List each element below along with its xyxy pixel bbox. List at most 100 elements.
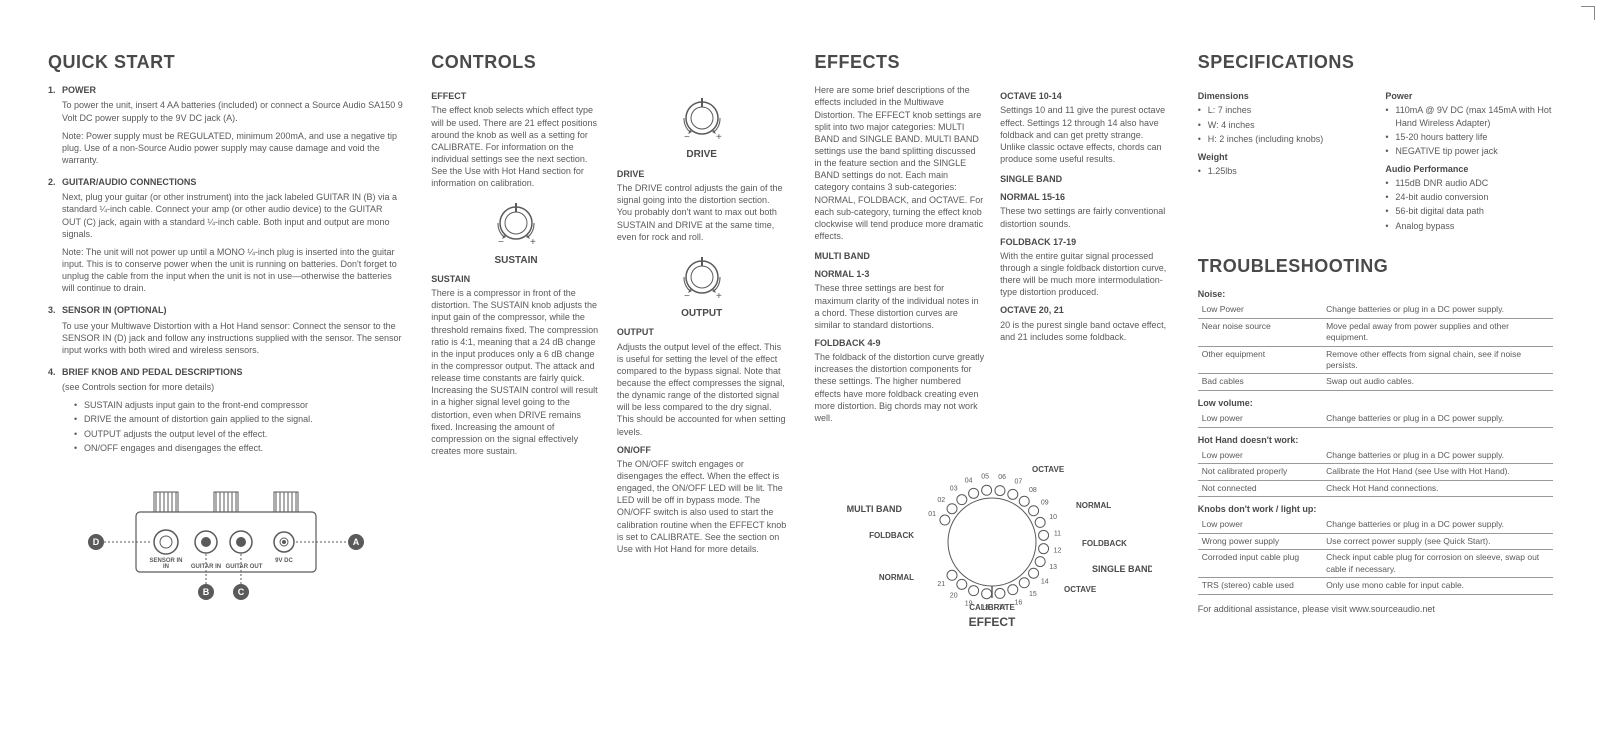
svg-text:FOLDBACK: FOLDBACK xyxy=(1082,539,1127,548)
svg-text:21: 21 xyxy=(937,581,945,588)
qs-bullet: DRIVE the amount of distortion gain appl… xyxy=(74,413,403,425)
device-diagram: SENSOR IN IN GUITAR IN GUITAR OUT 9V DC … xyxy=(48,472,403,605)
spec-item: 1.25lbs xyxy=(1198,165,1366,177)
audio-h: Audio Performance xyxy=(1385,163,1553,175)
svg-text:03: 03 xyxy=(950,485,958,492)
svg-text:−: − xyxy=(498,237,504,248)
svg-text:09: 09 xyxy=(1041,499,1049,506)
svg-text:12: 12 xyxy=(1054,547,1062,554)
sb-s2-b: 20 is the purest single band octave effe… xyxy=(1000,319,1170,343)
svg-text:07: 07 xyxy=(1015,478,1023,485)
svg-text:04: 04 xyxy=(965,477,973,484)
qs-sensor-body: To use your Multiwave Distortion with a … xyxy=(62,320,403,356)
svg-text:MULTI BAND: MULTI BAND xyxy=(847,504,903,514)
spec-item: 15-20 hours battery life xyxy=(1385,131,1553,143)
sb-s1-b: With the entire guitar signal processed … xyxy=(1000,250,1170,299)
knobs-h: Knobs don't work / light up: xyxy=(1198,503,1553,515)
svg-text:01: 01 xyxy=(928,511,936,518)
svg-text:NORMAL: NORMAL xyxy=(879,573,914,582)
svg-text:9V DC: 9V DC xyxy=(275,558,293,564)
drive-body: The DRIVE control adjusts the gain of th… xyxy=(617,182,787,243)
svg-text:08: 08 xyxy=(1029,487,1037,494)
trouble-footer: For additional assistance, please visit … xyxy=(1198,603,1553,615)
qs-power-note: Note: Power supply must be REGULATED, mi… xyxy=(62,130,403,166)
spec-item: 110mA @ 9V DC (max 145mA with Hot Hand W… xyxy=(1385,104,1553,128)
effects-title: EFFECTS xyxy=(815,50,1170,74)
weight-h: Weight xyxy=(1198,151,1366,163)
mb-h: MULTI BAND xyxy=(815,250,985,262)
svg-text:B: B xyxy=(202,587,209,597)
quickstart-list: POWER To power the unit, insert 4 AA bat… xyxy=(48,84,403,454)
svg-text:+: + xyxy=(716,291,722,302)
spec-item: 24-bit audio conversion xyxy=(1385,191,1553,203)
sustain-h: SUSTAIN xyxy=(431,273,601,285)
quickstart-title: QUICK START xyxy=(48,50,403,74)
effects-intro: Here are some brief descriptions of the … xyxy=(815,84,985,242)
svg-text:06: 06 xyxy=(998,474,1006,481)
svg-text:13: 13 xyxy=(1049,564,1057,571)
qs-bullet: SUSTAIN adjusts input gain to the front-… xyxy=(74,399,403,411)
mb-s1-b: The foldback of the distortion curve gre… xyxy=(815,351,985,424)
spec-item: H: 2 inches (including knobs) xyxy=(1198,133,1366,145)
drive-h: DRIVE xyxy=(617,168,787,180)
mb-s0-b: These three settings are best for maximu… xyxy=(815,282,985,331)
svg-text:OCTAVE: OCTAVE xyxy=(1032,465,1065,474)
knobs-table: Low powerChange batteries or plug in a D… xyxy=(1198,517,1553,594)
col-quickstart: QUICK START POWER To power the unit, ins… xyxy=(48,50,403,647)
sustain-body: There is a compressor in front of the di… xyxy=(431,287,601,457)
col-specs-trouble: SPECIFICATIONS Dimensions L: 7 inches W:… xyxy=(1198,50,1553,647)
crop-mark xyxy=(1581,6,1595,20)
mb-s2-h: OCTAVE 10-14 xyxy=(1000,90,1170,102)
output-h: OUTPUT xyxy=(617,326,787,338)
sb-s2-h: OCTAVE 20, 21 xyxy=(1000,304,1170,316)
output-body: Adjusts the output level of the effect. … xyxy=(617,341,787,438)
effect-h: EFFECT xyxy=(431,90,601,102)
drive-knob-icon: − + DRIVE xyxy=(617,90,787,162)
qs-conn-body: Next, plug your guitar (or other instrum… xyxy=(62,191,403,240)
svg-text:A: A xyxy=(352,537,359,547)
power-h: Power xyxy=(1385,90,1553,102)
spec-item: 56-bit digital data path xyxy=(1385,205,1553,217)
mb-s0-h: NORMAL 1-3 xyxy=(815,268,985,280)
hothand-table: Low powerChange batteries or plug in a D… xyxy=(1198,448,1553,497)
spec-item: L: 7 inches xyxy=(1198,104,1366,116)
onoff-body: The ON/OFF switch engages or disengages … xyxy=(617,458,787,555)
svg-text:−: − xyxy=(684,291,690,302)
specs-title: SPECIFICATIONS xyxy=(1198,50,1553,74)
svg-text:FOLDBACK: FOLDBACK xyxy=(869,531,914,540)
lowvol-h: Low volume: xyxy=(1198,397,1553,409)
sustain-knob-icon: − + SUSTAIN xyxy=(431,195,601,267)
svg-text:NORMAL: NORMAL xyxy=(1076,501,1111,510)
svg-text:14: 14 xyxy=(1041,579,1049,586)
effect-body: The effect knob selects which effect typ… xyxy=(431,104,601,189)
svg-text:EFFECT: EFFECT xyxy=(969,615,1016,629)
svg-text:20: 20 xyxy=(950,593,958,600)
svg-text:+: + xyxy=(530,237,536,248)
hothand-h: Hot Hand doesn't work: xyxy=(1198,434,1553,446)
qs-conn-note: Note: The unit will not power up until a… xyxy=(62,246,403,295)
noise-table: Low PowerChange batteries or plug in a D… xyxy=(1198,302,1553,391)
svg-text:15: 15 xyxy=(1029,591,1037,598)
svg-text:+: + xyxy=(716,132,722,143)
qs-power-h: POWER xyxy=(62,84,403,96)
svg-text:CALIBRATE: CALIBRATE xyxy=(969,603,1015,612)
spec-item: NEGATIVE tip power jack xyxy=(1385,145,1553,157)
col-controls: CONTROLS EFFECT The effect knob selects … xyxy=(431,50,786,647)
svg-text:SINGLE BAND: SINGLE BAND xyxy=(1092,564,1152,574)
svg-text:−: − xyxy=(684,132,690,143)
controls-title: CONTROLS xyxy=(431,50,786,74)
spec-item: 115dB DNR audio ADC xyxy=(1385,177,1553,189)
qs-knob-body: (see Controls section for more details) xyxy=(62,381,403,393)
sb-s0-h: NORMAL 15-16 xyxy=(1000,191,1170,203)
noise-h: Noise: xyxy=(1198,288,1553,300)
sb-s1-h: FOLDBACK 17-19 xyxy=(1000,236,1170,248)
svg-text:10: 10 xyxy=(1049,514,1057,521)
mb-s2-b: Settings 10 and 11 give the purest octav… xyxy=(1000,104,1170,165)
sb-h: SINGLE BAND xyxy=(1000,173,1170,185)
svg-text:IN: IN xyxy=(163,564,169,570)
onoff-h: ON/OFF xyxy=(617,444,787,456)
qs-conn-h: GUITAR/AUDIO CONNECTIONS xyxy=(62,176,403,188)
svg-text:D: D xyxy=(92,537,99,547)
qs-sensor-h: SENSOR IN (optional) xyxy=(62,304,403,316)
qs-power-body: To power the unit, insert 4 AA batteries… xyxy=(62,99,403,123)
